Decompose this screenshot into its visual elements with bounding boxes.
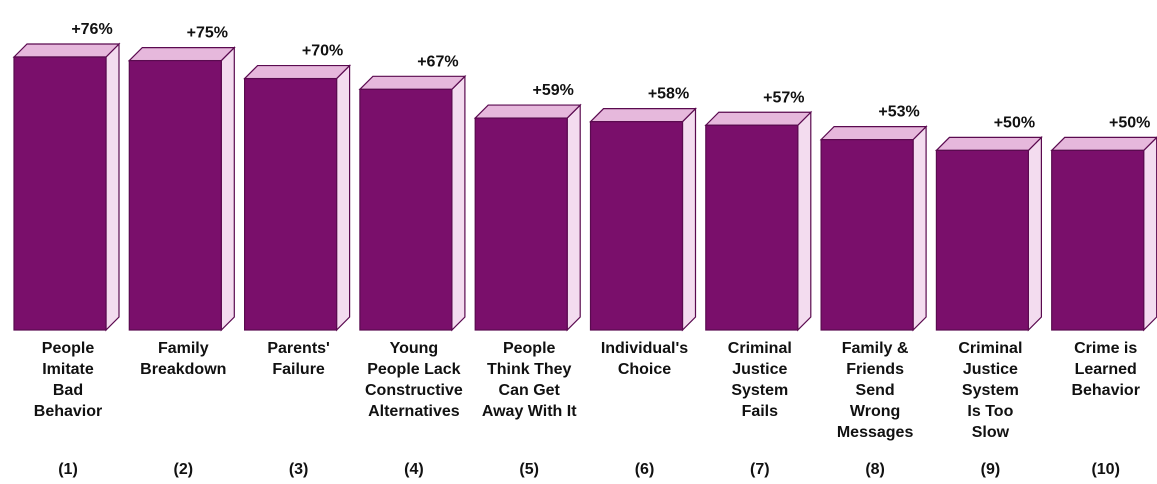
category-index-1: (1) (58, 461, 78, 478)
bar-top-8 (819, 126, 928, 141)
category-label-9: Criminal Justice System Is Too Slow (958, 340, 1023, 441)
category-label-3: Parents' Failure (267, 340, 330, 378)
value-label-6: +58% (648, 86, 689, 103)
category-label-2: Family Breakdown (140, 340, 227, 378)
category-index-10: (10) (1091, 461, 1120, 478)
bar-side-5 (566, 103, 581, 332)
bar-1 (12, 42, 121, 332)
bar-9 (934, 135, 1043, 332)
category-index-5: (5) (519, 461, 539, 478)
value-label-10: +50% (1109, 114, 1150, 131)
bar-front-3 (244, 77, 338, 331)
bar-top-4 (358, 75, 467, 90)
bar-5 (473, 103, 582, 332)
bar-2 (127, 46, 236, 332)
category-index-4: (4) (404, 461, 424, 478)
bar-front-5 (474, 117, 568, 331)
category-label-10: Crime is Learned Behavior (1071, 340, 1140, 399)
bar-front-1 (13, 56, 107, 331)
bar-front-6 (589, 121, 684, 331)
value-label-5: +59% (533, 82, 574, 99)
value-label-8: +53% (878, 104, 919, 121)
category-index-8: (8) (865, 461, 885, 478)
value-label-3: +70% (302, 43, 343, 60)
category-label-7: Criminal Justice System Fails (727, 340, 792, 420)
bar-top-9 (934, 136, 1043, 151)
bar-front-8 (820, 139, 914, 331)
category-label-6: Individual's Choice (600, 340, 689, 378)
bar-top-5 (473, 104, 582, 119)
category-index-7: (7) (750, 461, 770, 478)
bar-6 (589, 107, 697, 332)
category-label-8: Family & Friends Send Wrong Messages (836, 340, 914, 441)
category-index-9: (9) (980, 461, 1001, 478)
bar-top-3 (243, 64, 352, 80)
category-label-4: Young People Lack Constructive Alternati… (364, 340, 463, 420)
bar-side-4 (451, 74, 466, 332)
bar-4 (358, 74, 467, 332)
bar-front-9 (935, 149, 1030, 331)
category-index-2: (2) (173, 461, 194, 478)
bar-side-7 (797, 110, 812, 332)
bar-top-7 (704, 111, 813, 126)
value-label-2: +75% (187, 25, 228, 42)
bar-front-4 (359, 88, 453, 331)
value-label-4: +67% (417, 53, 458, 70)
bar-front-2 (128, 59, 222, 331)
value-label-7: +57% (763, 89, 804, 106)
bar-top-1 (12, 43, 121, 58)
bar-side-8 (912, 125, 927, 332)
bar-side-9 (1027, 135, 1043, 332)
bar-side-1 (105, 42, 120, 332)
category-label-1: People Imitate Bad Behavior (33, 340, 103, 420)
bar-8 (819, 125, 928, 332)
bar-side-3 (336, 64, 351, 332)
bar-top-10 (1050, 136, 1157, 151)
bar-side-2 (220, 46, 235, 332)
category-label-5: People Think They Can Get Away With It (481, 340, 577, 420)
bar-7 (704, 110, 813, 332)
bar-top-6 (589, 108, 697, 123)
bar-front-10 (1051, 149, 1145, 331)
bar-side-10 (1143, 136, 1157, 332)
bar-3 (243, 64, 352, 332)
bar-10 (1050, 136, 1157, 332)
bar-front-7 (705, 124, 799, 331)
category-index-3: (3) (288, 461, 309, 478)
bar-side-6 (681, 107, 697, 332)
value-label-1: +76% (71, 21, 112, 38)
category-index-6: (6) (634, 461, 655, 478)
value-label-9: +50% (994, 114, 1035, 131)
bar-top-2 (127, 46, 236, 62)
